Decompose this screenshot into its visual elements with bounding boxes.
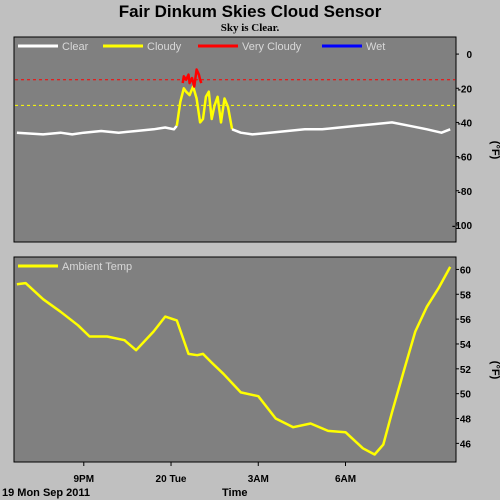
cloud-y-tick-label: -40 bbox=[458, 118, 473, 129]
cloud-series-cloudy bbox=[175, 85, 234, 130]
x-tick-label: 9PM bbox=[74, 474, 95, 485]
temp-legend: Ambient Temp bbox=[18, 261, 132, 273]
cloud-y-axis: 0 -20 -40 -60 -80 -100 bbox=[452, 50, 472, 232]
legend-label-clear: Clear bbox=[62, 41, 89, 53]
cloud-y-tick-label: -20 bbox=[458, 84, 473, 95]
temp-series-group bbox=[16, 266, 452, 456]
x-axis-label: Time bbox=[222, 487, 247, 499]
cloud-series-clear bbox=[16, 125, 178, 136]
temp-y-tick-label: 46 bbox=[460, 439, 472, 450]
legend-label-very-cloudy: Very Cloudy bbox=[242, 41, 302, 53]
temp-y-tick-label: 48 bbox=[460, 415, 472, 426]
cloud-y-tick-label: -100 bbox=[452, 221, 472, 232]
cloud-y-tick-label: -60 bbox=[458, 153, 473, 164]
x-tick-label: 6AM bbox=[335, 474, 356, 485]
legend-label-wet: Wet bbox=[366, 41, 385, 53]
temp-y-tick-label: 56 bbox=[460, 315, 472, 326]
legend-label-ambient-temp: Ambient Temp bbox=[62, 261, 132, 273]
sky-status-text: Sky is Clear. bbox=[220, 22, 280, 34]
cloud-series-very-cloudy bbox=[181, 68, 203, 88]
cloud-y-axis-label: (°F) bbox=[489, 141, 500, 160]
temp-y-tick-label: 58 bbox=[460, 290, 472, 301]
date-label: 19 Mon Sep 2011 bbox=[2, 487, 90, 499]
cloud-series-group bbox=[15, 68, 455, 136]
cloud-plot-area bbox=[13, 36, 457, 243]
temp-y-tick-label: 50 bbox=[460, 390, 472, 401]
temp-series-ambient-temp bbox=[16, 266, 452, 456]
x-tick-label: 3AM bbox=[248, 474, 269, 485]
temp-y-tick-label: 60 bbox=[460, 265, 472, 276]
legend-label-cloudy: Cloudy bbox=[147, 41, 182, 53]
x-tick-label: 20 Tue bbox=[156, 474, 187, 485]
time-x-axis: 9PM 20 Tue 3AM 6AM bbox=[74, 462, 356, 485]
cloud-y-tick-label: -80 bbox=[458, 187, 473, 198]
temp-y-tick-label: 54 bbox=[460, 340, 472, 351]
cloud-series-clear bbox=[231, 121, 451, 136]
temp-plot-area bbox=[13, 256, 457, 463]
temp-y-tick-label: 52 bbox=[460, 365, 472, 376]
temp-y-axis: 46 48 50 52 54 56 58 60 bbox=[456, 265, 471, 450]
cloud-legend: Clear Cloudy Very Cloudy Wet bbox=[18, 41, 385, 53]
temp-y-axis-label: (°F) bbox=[489, 361, 500, 380]
chart-title: Fair Dinkum Skies Cloud Sensor bbox=[118, 2, 382, 21]
cloud-y-tick-label: 0 bbox=[466, 50, 472, 61]
